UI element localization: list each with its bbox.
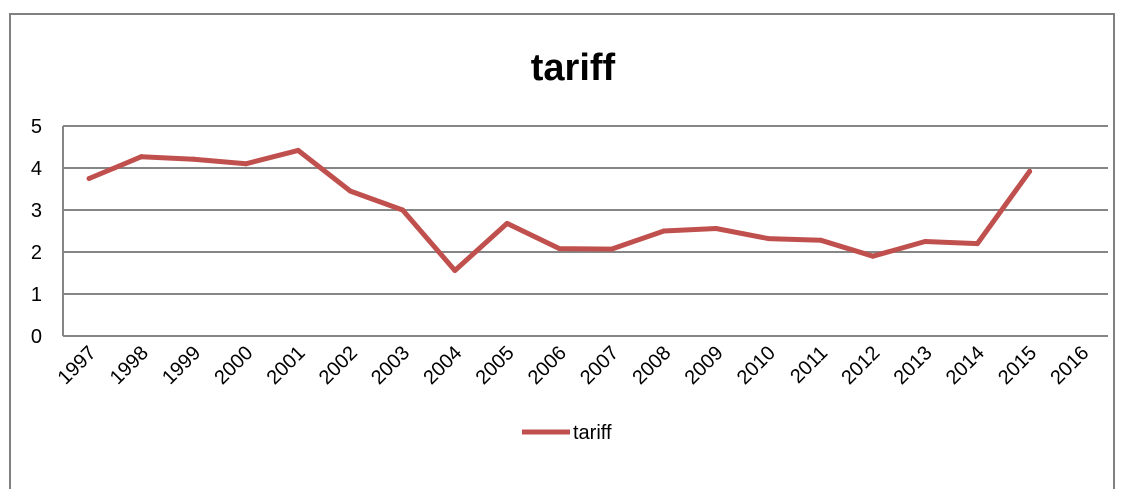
x-tick-label: 1999 <box>158 342 205 389</box>
x-tick-label: 2003 <box>367 342 414 389</box>
data-point <box>86 176 92 181</box>
y-tick-label: 3 <box>31 200 42 222</box>
y-tick-label: 0 <box>31 326 42 348</box>
data-point <box>452 267 458 273</box>
data-point <box>765 236 771 242</box>
x-tick-label: 2014 <box>942 342 989 389</box>
x-tick-label: 2013 <box>890 342 937 389</box>
y-tick-label: 5 <box>31 116 42 138</box>
data-point <box>974 241 980 247</box>
data-point <box>818 237 824 243</box>
x-tick-label: 2006 <box>524 342 571 389</box>
x-tick-label: 2016 <box>1046 342 1093 389</box>
legend-label: tariff <box>573 422 612 444</box>
x-tick-label: 2004 <box>419 342 466 389</box>
data-point <box>661 228 667 234</box>
x-tick-label: 1997 <box>54 342 101 389</box>
data-point <box>870 253 876 259</box>
data-point <box>1027 168 1033 174</box>
y-tick-label: 1 <box>31 284 42 306</box>
x-tick-label: 2007 <box>576 342 623 389</box>
x-tick-label: 2008 <box>628 342 675 389</box>
y-tick-label: 2 <box>31 242 42 264</box>
x-axis-ticks: 1997 1998 1999 2000 2001 2002 2003 2004 2005 2006… <box>54 342 1094 389</box>
data-point <box>504 220 510 226</box>
data-point <box>191 156 197 162</box>
x-tick-label: 2000 <box>210 342 257 389</box>
x-tick-label: 2002 <box>315 342 362 389</box>
data-point <box>347 188 353 194</box>
data-point <box>556 246 562 252</box>
data-point <box>713 225 719 231</box>
data-point <box>922 239 928 244</box>
data-point <box>400 207 406 213</box>
legend: tariff <box>522 422 612 444</box>
gridlines <box>62 125 1108 337</box>
x-tick-label: 2015 <box>994 342 1041 389</box>
x-tick-label: 1998 <box>106 342 153 389</box>
chart-title: tariff <box>531 47 616 89</box>
data-point <box>243 161 249 167</box>
data-point <box>609 246 615 252</box>
y-tick-label: 4 <box>31 158 42 180</box>
x-tick-label: 2005 <box>472 342 519 389</box>
x-tick-label: 2011 <box>786 342 832 388</box>
data-point <box>295 147 301 153</box>
x-tick-label: 2001 <box>263 342 310 389</box>
x-tick-label: 2010 <box>733 342 780 389</box>
series-group <box>86 147 1033 273</box>
x-tick-label: 2012 <box>837 342 884 389</box>
y-axis-ticks: 0 1 2 3 4 5 <box>31 116 42 348</box>
x-tick-label: 2009 <box>681 342 728 389</box>
data-point <box>138 154 144 160</box>
